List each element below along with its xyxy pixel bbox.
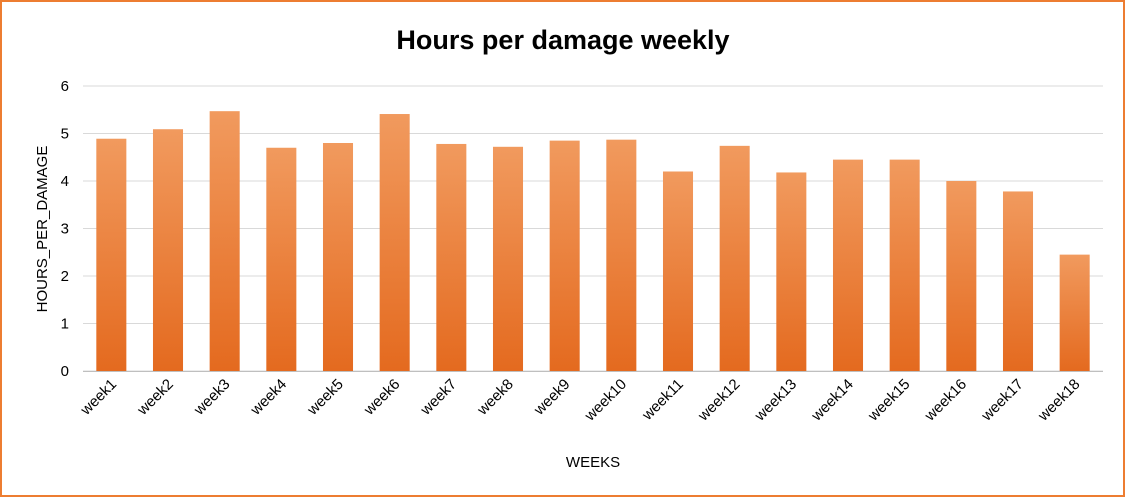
x-tick-label: week15	[864, 376, 913, 425]
x-tick-label: week2	[133, 376, 176, 419]
bar-week15	[889, 159, 920, 371]
bar-week1	[96, 138, 127, 371]
bar-week11	[662, 171, 694, 371]
x-tick-label: week18	[1034, 376, 1083, 425]
y-tick-label: 1	[61, 316, 69, 333]
bars	[96, 111, 1090, 372]
y-tick-label: 2	[61, 268, 69, 285]
x-tick-label: week13	[751, 376, 800, 425]
x-tick-label: week14	[808, 376, 857, 425]
x-tick-label: week1	[77, 376, 120, 419]
bar-week2	[152, 129, 184, 371]
x-axis-title: WEEKS	[566, 454, 620, 471]
gridlines	[83, 85, 1103, 372]
bar-week9	[549, 140, 580, 371]
x-tick-label: week11	[638, 376, 687, 425]
x-tick-label: week7	[417, 376, 460, 419]
x-tick-label: week12	[694, 376, 743, 425]
y-tick-label: 4	[61, 173, 69, 190]
bar-week8	[492, 146, 524, 371]
bar-week5	[322, 143, 354, 371]
y-axis-ticks: 0 1 2 3 4 5 6	[61, 78, 69, 380]
bar-week7	[436, 143, 467, 371]
x-tick-label: week16	[921, 376, 970, 425]
y-tick-label: 6	[61, 78, 69, 95]
bar-week18	[1059, 254, 1090, 371]
bar-week17	[1002, 191, 1034, 371]
x-axis-ticks: week1 week2 week3 week4 week5 week6 week7 week8…	[77, 376, 1084, 425]
x-tick-label: week8	[473, 376, 516, 419]
x-tick-label: week4	[247, 376, 290, 419]
x-tick-label: week5	[303, 376, 346, 419]
chart-title: Hours per damage weekly	[396, 25, 729, 55]
bar-week3	[209, 111, 240, 372]
y-tick-label: 3	[61, 221, 69, 238]
x-tick-label: week10	[581, 376, 630, 425]
x-tick-label: week6	[360, 376, 403, 419]
bar-week13	[776, 172, 807, 371]
y-tick-label: 5	[61, 126, 69, 143]
bar-week6	[379, 114, 410, 372]
y-axis-title: HOURS_PER_DAMAGE	[34, 146, 51, 313]
bar-week4	[266, 147, 297, 371]
x-tick-label: week3	[190, 376, 233, 419]
x-tick-label: week9	[530, 376, 573, 419]
bar-week16	[946, 181, 977, 371]
x-tick-label: week17	[978, 376, 1027, 425]
bar-week12	[719, 145, 750, 371]
y-tick-label: 0	[61, 363, 69, 380]
bar-week10	[606, 139, 637, 371]
bar-week14	[832, 159, 864, 371]
